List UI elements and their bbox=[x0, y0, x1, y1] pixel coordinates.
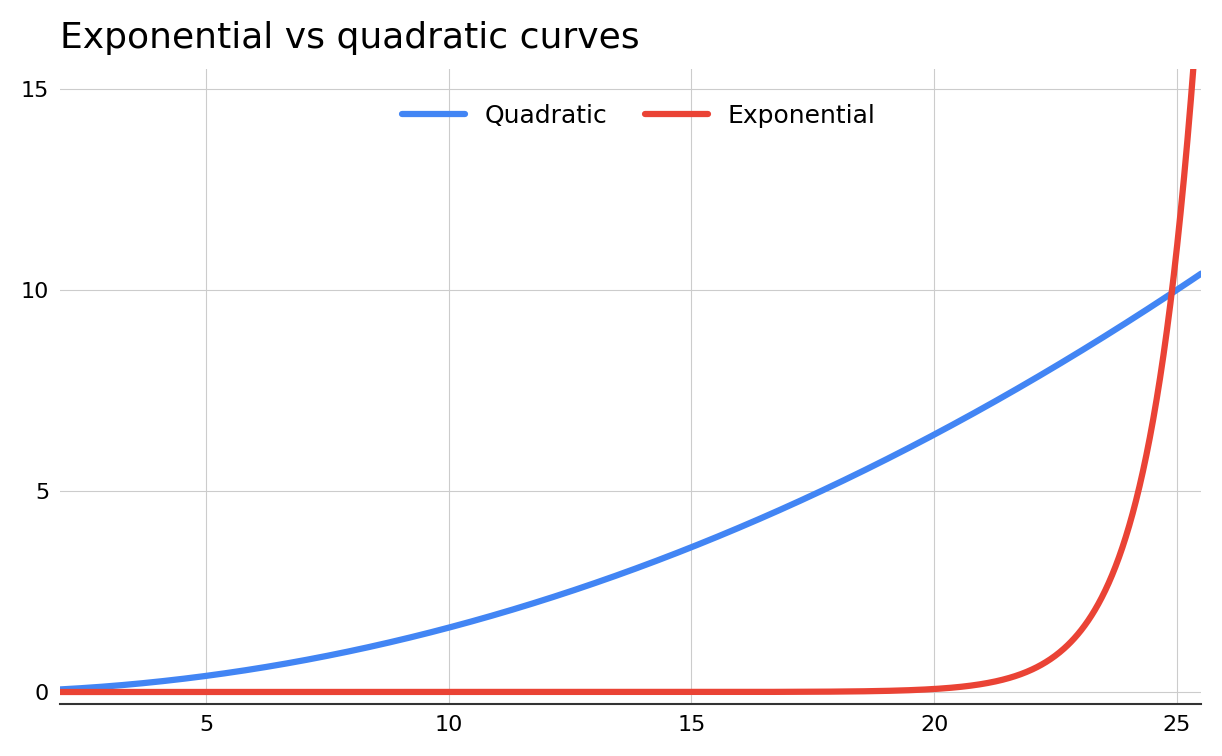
Exponential bbox=[963, 681, 978, 690]
Exponential bbox=[836, 687, 851, 696]
Exponential bbox=[942, 683, 957, 692]
Line: Quadratic: Quadratic bbox=[60, 274, 1201, 689]
Quadratic bbox=[1194, 269, 1209, 278]
Quadratic bbox=[170, 675, 185, 684]
Exponential bbox=[1188, 44, 1202, 53]
Text: Exponential vs quadratic curves: Exponential vs quadratic curves bbox=[60, 21, 640, 55]
Quadratic bbox=[963, 411, 978, 420]
Quadratic bbox=[942, 422, 957, 431]
Legend: Quadratic, Exponential: Quadratic, Exponential bbox=[392, 94, 886, 138]
Exponential bbox=[1194, 44, 1209, 53]
Quadratic bbox=[556, 590, 571, 599]
Exponential bbox=[170, 687, 185, 696]
Quadratic bbox=[836, 476, 851, 485]
Quadratic bbox=[53, 685, 67, 694]
Exponential bbox=[53, 687, 67, 696]
Quadratic bbox=[514, 603, 529, 612]
Exponential bbox=[514, 687, 529, 696]
Exponential bbox=[556, 687, 571, 696]
Line: Exponential: Exponential bbox=[60, 48, 1201, 692]
